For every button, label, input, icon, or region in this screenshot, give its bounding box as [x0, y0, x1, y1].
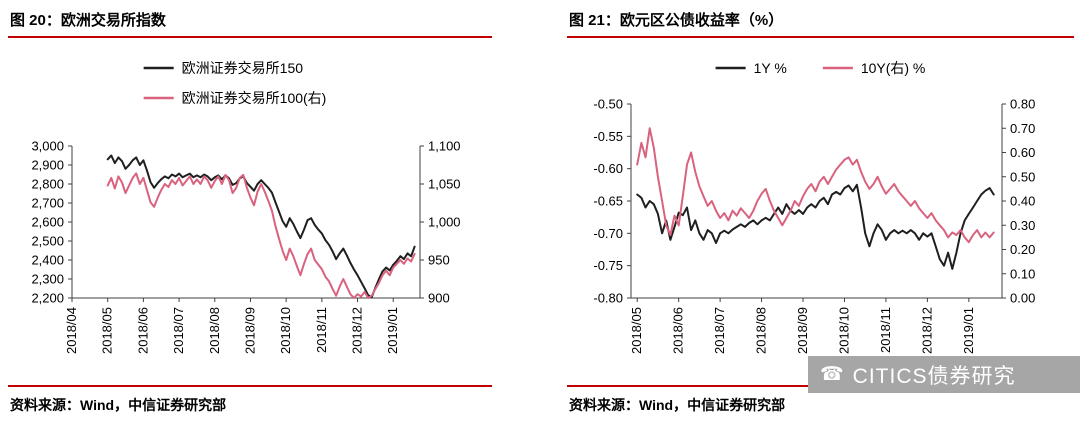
svg-text:10Y(右) %: 10Y(右) % — [861, 60, 926, 76]
phone-icon: ☎ — [820, 364, 844, 385]
figure-21-title: 图 21：欧元区公债收益率（%） — [569, 12, 784, 29]
svg-text:2018/06: 2018/06 — [135, 307, 150, 354]
svg-text:0.60: 0.60 — [1010, 145, 1035, 160]
svg-text:1Y %: 1Y % — [754, 60, 787, 76]
svg-text:0.20: 0.20 — [1010, 242, 1035, 257]
svg-text:欧洲证券交易所150: 欧洲证券交易所150 — [182, 60, 304, 76]
svg-text:-0.65: -0.65 — [593, 194, 623, 209]
svg-text:1,050: 1,050 — [428, 177, 461, 192]
svg-text:2018/09: 2018/09 — [242, 307, 257, 354]
svg-text:-0.80: -0.80 — [593, 291, 623, 306]
svg-text:2,600: 2,600 — [31, 215, 64, 230]
figure-20-source: 资料来源：Wind，中信证券研究部 — [10, 397, 227, 413]
svg-text:2018/08: 2018/08 — [754, 307, 769, 354]
svg-text:-0.70: -0.70 — [593, 226, 623, 241]
svg-text:2018/10: 2018/10 — [836, 307, 851, 354]
svg-text:1,100: 1,100 — [428, 139, 461, 154]
svg-text:0.30: 0.30 — [1010, 218, 1035, 233]
svg-text:2,300: 2,300 — [31, 272, 64, 287]
svg-text:2,500: 2,500 — [31, 234, 64, 249]
svg-text:2019/01: 2019/01 — [385, 307, 400, 354]
svg-text:2018/08: 2018/08 — [207, 307, 222, 354]
svg-text:2018/07: 2018/07 — [171, 307, 186, 354]
svg-text:2,900: 2,900 — [31, 158, 64, 173]
svg-text:2018/09: 2018/09 — [795, 307, 810, 354]
svg-text:-0.75: -0.75 — [593, 258, 623, 273]
svg-text:2018/05: 2018/05 — [100, 307, 115, 354]
svg-text:2018/12: 2018/12 — [350, 307, 365, 354]
figure-20-footer-rule — [8, 385, 492, 387]
svg-text:2,700: 2,700 — [31, 196, 64, 211]
svg-text:2018/11: 2018/11 — [314, 307, 329, 353]
svg-text:900: 900 — [428, 291, 450, 306]
svg-text:欧洲证券交易所100(右): 欧洲证券交易所100(右) — [182, 90, 327, 106]
svg-text:0.70: 0.70 — [1010, 121, 1035, 136]
svg-text:2018/10: 2018/10 — [278, 307, 293, 354]
svg-text:2,200: 2,200 — [31, 291, 64, 306]
figure-20-panel: 图 20：欧洲交易所指数 3,000 2,900 2,800 2,700 2,600 2,… — [8, 0, 492, 423]
svg-text:0.10: 0.10 — [1010, 266, 1035, 281]
svg-text:2019/01: 2019/01 — [961, 307, 976, 354]
figure-20-title-rule — [8, 36, 492, 38]
svg-text:2018/12: 2018/12 — [919, 307, 934, 354]
figure-21-chart: -0.50 -0.55 -0.60 -0.65 -0.70 -0.75 -0.80 0.80 0… — [593, 60, 1035, 354]
figure-21-source: 资料来源：Wind，中信证券研究部 — [569, 397, 786, 413]
figure-20-footer: 资料来源：Wind，中信证券研究部 — [8, 385, 492, 423]
svg-text:2018/11: 2018/11 — [878, 307, 893, 353]
svg-text:-0.60: -0.60 — [593, 161, 623, 176]
figure-20-chart: 3,000 2,900 2,800 2,700 2,600 2,500 2,400 2,300… — [31, 60, 461, 354]
svg-text:0.80: 0.80 — [1010, 97, 1035, 112]
watermark-banner: ☎ CITICS债券研究 — [808, 356, 1080, 393]
svg-text:1,000: 1,000 — [428, 215, 461, 230]
svg-text:0.40: 0.40 — [1010, 194, 1035, 209]
svg-text:2,400: 2,400 — [31, 253, 64, 268]
svg-text:2018/05: 2018/05 — [629, 307, 644, 354]
svg-text:2,800: 2,800 — [31, 177, 64, 192]
svg-text:0.00: 0.00 — [1010, 291, 1035, 306]
watermark-text: CITICS债券研究 — [852, 364, 1016, 388]
svg-text:0.50: 0.50 — [1010, 169, 1035, 184]
svg-text:2018/06: 2018/06 — [671, 307, 686, 354]
svg-text:2018/07: 2018/07 — [712, 307, 727, 354]
svg-text:2018/04: 2018/04 — [64, 307, 79, 354]
svg-text:3,000: 3,000 — [31, 139, 64, 154]
svg-text:-0.55: -0.55 — [593, 129, 623, 144]
svg-text:950: 950 — [428, 253, 450, 268]
figure-20-title: 图 20：欧洲交易所指数 — [10, 12, 166, 29]
svg-text:-0.50: -0.50 — [593, 97, 623, 112]
figure-21-title-rule — [567, 36, 1074, 38]
